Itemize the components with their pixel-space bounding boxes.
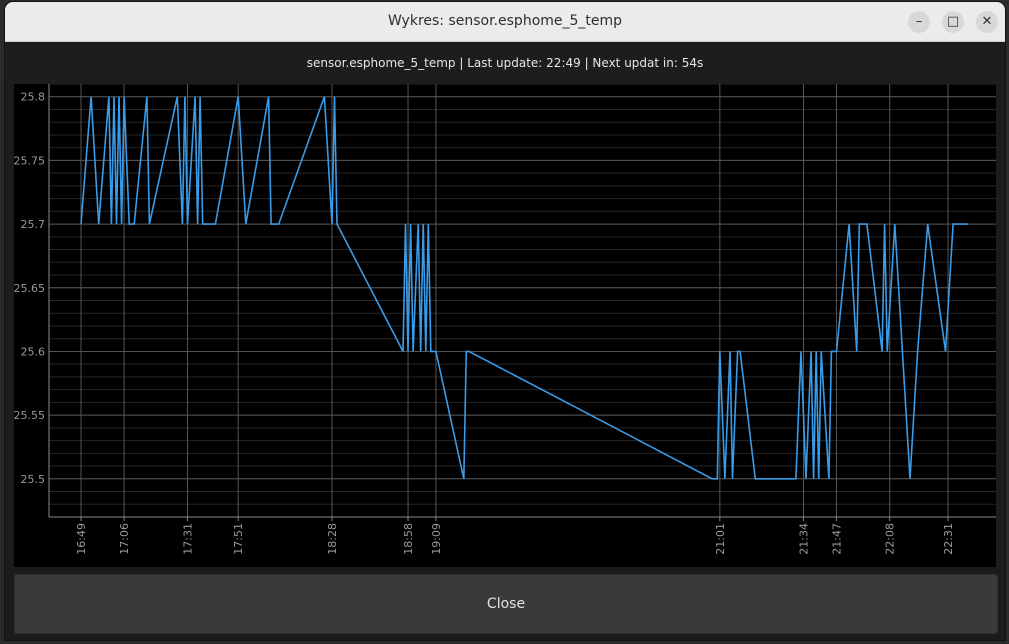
x-axis-ticks: 16:49 17:06 17:31 17:51 18:28 18:58 19:09 21:01…: [75, 523, 955, 555]
x-tick-label: 18:28: [326, 523, 339, 555]
chart-svg: 25.5 25.55 25.6 25.65 25.7 25.75 25.8 16:49 17:…: [14, 84, 996, 555]
y-tick-label: 25.7: [21, 218, 46, 231]
y-tick-label: 25.75: [14, 154, 45, 167]
close-icon: ✕: [981, 14, 993, 29]
y-tick-label: 25.5: [21, 473, 46, 486]
x-tick-label: 22:31: [942, 523, 955, 555]
x-tick-label: 17:06: [118, 523, 131, 555]
minimize-button[interactable]: –: [908, 11, 930, 33]
y-tick-label: 25.55: [14, 409, 45, 422]
chart-window: Wykres: sensor.esphome_5_temp – □ ✕ sens…: [5, 2, 1005, 640]
y-tick-label: 25.8: [21, 91, 46, 104]
x-tick-label: 16:49: [75, 523, 88, 555]
x-tick-label: 21:34: [798, 523, 811, 555]
grid: [49, 84, 996, 518]
footer: Close: [5, 567, 1005, 640]
y-tick-label: 25.6: [21, 345, 46, 358]
close-window-button[interactable]: ✕: [976, 11, 998, 33]
x-tick-label: 17:51: [232, 523, 245, 555]
series: [80, 96, 969, 480]
x-tick-label: 21:47: [830, 523, 843, 555]
x-tick-label: 19:09: [430, 523, 443, 555]
temperature-chart: 25.5 25.55 25.6 25.65 25.7 25.75 25.8 16:49 17:…: [14, 84, 996, 567]
window-title: Wykres: sensor.esphome_5_temp: [387, 13, 623, 29]
minimize-icon: –: [915, 14, 923, 29]
y-tick-label: 25.65: [14, 282, 45, 295]
series-line: [80, 96, 969, 480]
y-axis-ticks: 25.5 25.55 25.6 25.65 25.7 25.75 25.8: [14, 91, 45, 486]
status-line: sensor.esphome_5_temp | Last update: 22:…: [5, 42, 1005, 84]
maximize-button[interactable]: □: [942, 11, 964, 33]
close-button[interactable]: Close: [14, 574, 998, 634]
axes: [48, 84, 996, 521]
x-tick-label: 18:58: [402, 523, 415, 555]
x-tick-label: 21:01: [714, 523, 727, 555]
x-tick-label: 22:08: [884, 523, 897, 555]
maximize-icon: □: [946, 14, 960, 29]
title-bar[interactable]: Wykres: sensor.esphome_5_temp – □ ✕: [5, 2, 1005, 42]
x-tick-label: 17:31: [181, 523, 194, 555]
